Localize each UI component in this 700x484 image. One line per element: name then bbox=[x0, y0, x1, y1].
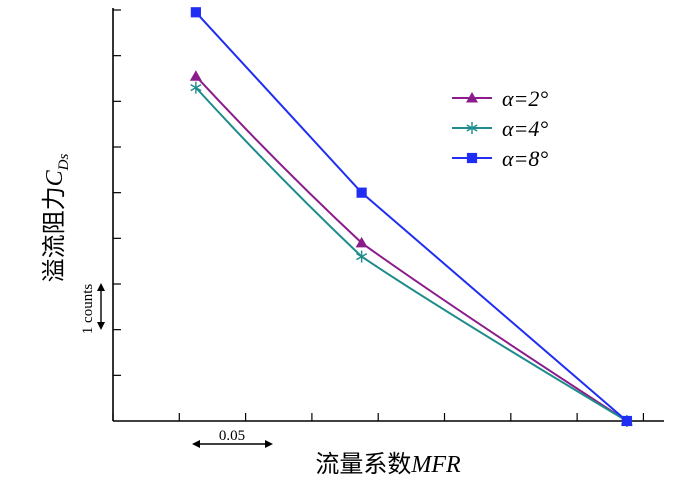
legend-label-0: α=2° bbox=[502, 86, 548, 111]
legend-marker-1 bbox=[466, 122, 478, 134]
axes bbox=[112, 8, 664, 422]
series-0-point-0 bbox=[189, 70, 202, 81]
series-1-point-1 bbox=[356, 250, 368, 263]
x-axis-label: 流量系数MFR bbox=[315, 450, 461, 478]
legend-marker-2 bbox=[466, 152, 478, 164]
series-layer bbox=[189, 7, 633, 427]
legend-label-1: α=4° bbox=[502, 116, 548, 141]
series-2-point-1 bbox=[356, 187, 367, 198]
y-scale-label: 1 counts bbox=[80, 284, 96, 335]
legend-marker-0 bbox=[466, 92, 478, 103]
series-line-2 bbox=[195, 11, 628, 422]
y-scale-bar: 1 counts bbox=[80, 283, 105, 334]
legend: α=2° α=4° α=8° bbox=[452, 86, 548, 171]
series-2-point-0 bbox=[190, 7, 201, 18]
series-line-1 bbox=[195, 86, 628, 422]
x-scale-label: 0.05 bbox=[219, 428, 245, 444]
y-axis-label: 溢流阻力CDs bbox=[40, 153, 72, 282]
legend-label-2: α=8° bbox=[502, 146, 548, 171]
series-0-point-1 bbox=[355, 236, 368, 248]
series-1-point-0 bbox=[190, 81, 202, 94]
x-scale-bar: 0.05 bbox=[192, 428, 273, 448]
series-line-0 bbox=[195, 75, 628, 422]
series-2-point-2 bbox=[621, 415, 632, 427]
